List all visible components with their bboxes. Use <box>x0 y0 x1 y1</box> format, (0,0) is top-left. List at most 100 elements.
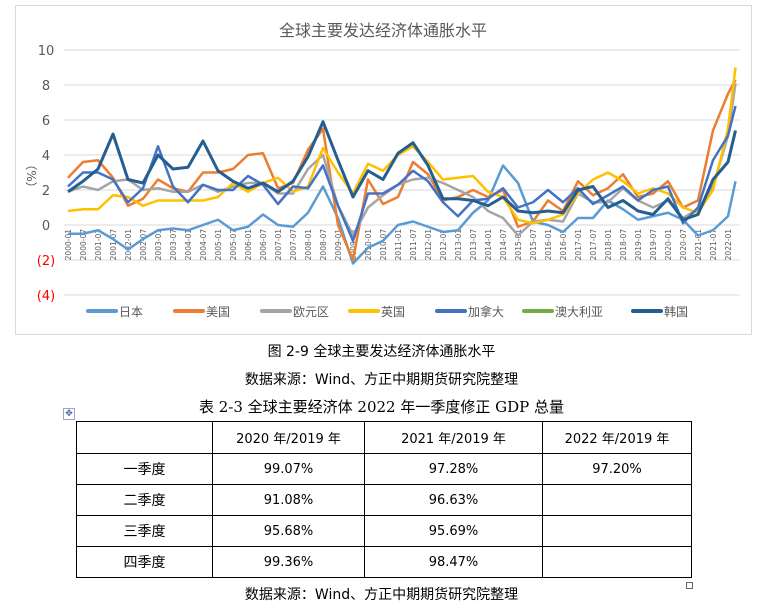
x-tick-label: 2015-01 <box>514 229 523 261</box>
y-axis-label: （%） <box>24 158 38 193</box>
y-tick-label: 8 <box>42 79 50 94</box>
legend-label: 澳大利亚 <box>555 305 603 319</box>
x-tick-label: 2002-07 <box>139 229 148 261</box>
table-row: 一季度 99.07% 97.28% 97.20% <box>76 453 692 485</box>
table-resize-handle[interactable] <box>686 582 693 589</box>
x-tick-label: 2012-01 <box>424 229 433 261</box>
x-tick-label: 2002-01 <box>124 229 133 261</box>
x-tick-label: 2014-07 <box>499 229 508 261</box>
table-cell: 99.07% <box>212 453 365 485</box>
legend-label: 韩国 <box>664 304 688 319</box>
table-cell: 97.28% <box>364 453 543 485</box>
legend-label: 英国 <box>381 305 405 319</box>
y-tick-label: 0 <box>42 219 50 234</box>
x-tick-label: 2015-07 <box>529 229 538 261</box>
y-tick-label: (2) <box>37 254 55 269</box>
legend-label: 美国 <box>206 305 230 319</box>
table-cell <box>542 484 692 516</box>
series-line <box>67 67 737 225</box>
x-tick-label: 2004-01 <box>184 229 193 261</box>
x-tick-label: 2004-07 <box>199 229 208 261</box>
x-tick-label: 2008-01 <box>304 229 313 261</box>
x-tick-label: 2008-07 <box>319 229 328 261</box>
y-tick-label: 4 <box>42 149 50 164</box>
x-tick-label: 2000-07 <box>79 229 88 261</box>
table-source: 数据来源：Wind、方正中期期货研究院整理 <box>244 587 519 603</box>
table-caption: 表 2-3 全球主要经济体 2022 年一季度修正 GDP 总量 <box>198 398 565 416</box>
x-tick-label: 2020-07 <box>679 229 688 261</box>
table-cell: 99.36% <box>212 546 365 578</box>
x-tick-label: 2010-01 <box>364 229 373 261</box>
table-cell <box>542 546 692 578</box>
x-tick-label: 2021-07 <box>709 229 718 261</box>
chart-title: 全球主要发达经济体通胀水平 <box>279 21 487 40</box>
table-cell: 98.47% <box>364 546 543 578</box>
series-line <box>67 120 737 222</box>
gdp-table: 2020 年/2019 年 2021 年/2019 年 2022 年/2019 … <box>76 421 692 578</box>
x-tick-label: 2001-01 <box>94 229 103 261</box>
row-header: 二季度 <box>76 484 213 516</box>
series-line <box>67 83 737 237</box>
table-cell: 91.08% <box>212 484 365 516</box>
y-tick-label: 10 <box>38 44 55 59</box>
legend-label: 日本 <box>119 305 143 319</box>
x-tick-label: 2018-01 <box>604 229 613 261</box>
figure-caption: 图 2-9 全球主要发达经济体通胀水平 <box>267 344 496 360</box>
x-tick-label: 2020-01 <box>664 229 673 261</box>
table-row: 二季度 91.08% 96.63% <box>76 484 692 516</box>
y-tick-label: 2 <box>42 184 50 199</box>
figure-source: 数据来源：Wind、方正中期期货研究院整理 <box>244 372 519 388</box>
x-tick-label: 2019-01 <box>634 229 643 261</box>
header-cell: 2020 年/2019 年 <box>212 421 365 454</box>
x-tick-label: 2006-01 <box>244 229 253 261</box>
row-header: 一季度 <box>76 453 213 485</box>
x-tick-label: 2014-01 <box>484 229 493 261</box>
series-line <box>67 105 737 242</box>
x-tick-label: 2011-01 <box>394 229 403 261</box>
x-tick-label: 2009-07 <box>349 229 358 261</box>
x-tick-label: 2022-01 <box>724 229 733 261</box>
x-tick-label: 2000-01 <box>64 229 73 261</box>
x-tick-label: 2009-01 <box>334 229 343 261</box>
x-tick-label: 2012-07 <box>439 229 448 261</box>
x-tick-label: 2010-07 <box>379 229 388 261</box>
header-cell: 2021 年/2019 年 <box>364 421 543 454</box>
x-tick-label: 2013-01 <box>454 229 463 261</box>
x-tick-label: 2016-07 <box>559 229 568 261</box>
x-tick-label: 2016-01 <box>544 229 553 261</box>
series-line <box>67 79 737 262</box>
series-line <box>68 164 737 265</box>
table-header-row: 2020 年/2019 年 2021 年/2019 年 2022 年/2019 … <box>76 421 692 454</box>
table-cell: 95.68% <box>212 515 365 547</box>
header-cell: 2022 年/2019 年 <box>542 421 692 454</box>
inflation-chart-svg: 全球主要发达经济体通胀水平 （%） 10 8 6 4 2 0 (2) (4) 2000-01 20… <box>24 21 740 319</box>
inflation-chart <box>15 5 752 335</box>
x-tick-label: 2021-01 <box>694 229 703 261</box>
x-tick-label: 2018-07 <box>619 229 628 261</box>
table-cell: 95.69% <box>364 515 543 547</box>
x-tick-label: 2006-07 <box>259 229 268 261</box>
legend-label: 加拿大 <box>468 304 504 319</box>
x-tick-label: 2011-07 <box>409 229 418 261</box>
x-tick-label: 2019-07 <box>649 229 658 261</box>
table-move-handle-icon[interactable]: ✥ <box>63 408 75 420</box>
x-tick-label: 2017-07 <box>589 229 598 261</box>
table-cell <box>542 515 692 547</box>
table-cell: 96.63% <box>364 484 543 516</box>
x-tick-label: 2007-01 <box>274 229 283 261</box>
header-cell <box>76 421 213 454</box>
x-tick-label: 2017-01 <box>574 229 583 261</box>
table-row: 四季度 99.36% 98.47% <box>76 546 692 578</box>
x-tick-label: 2003-01 <box>154 229 163 261</box>
x-tick-label: 2007-07 <box>289 229 298 261</box>
table-row: 三季度 95.68% 95.69% <box>76 515 692 547</box>
y-tick-label: 6 <box>42 114 50 129</box>
legend-label: 欧元区 <box>293 305 329 319</box>
table-cell: 97.20% <box>542 453 692 485</box>
row-header: 三季度 <box>76 515 213 547</box>
x-tick-label: 2013-07 <box>469 229 478 261</box>
x-tick-label: 2005-01 <box>214 229 223 261</box>
row-header: 四季度 <box>76 546 213 578</box>
x-tick-label: 2001-07 <box>109 229 118 261</box>
y-tick-label: (4) <box>37 289 55 304</box>
